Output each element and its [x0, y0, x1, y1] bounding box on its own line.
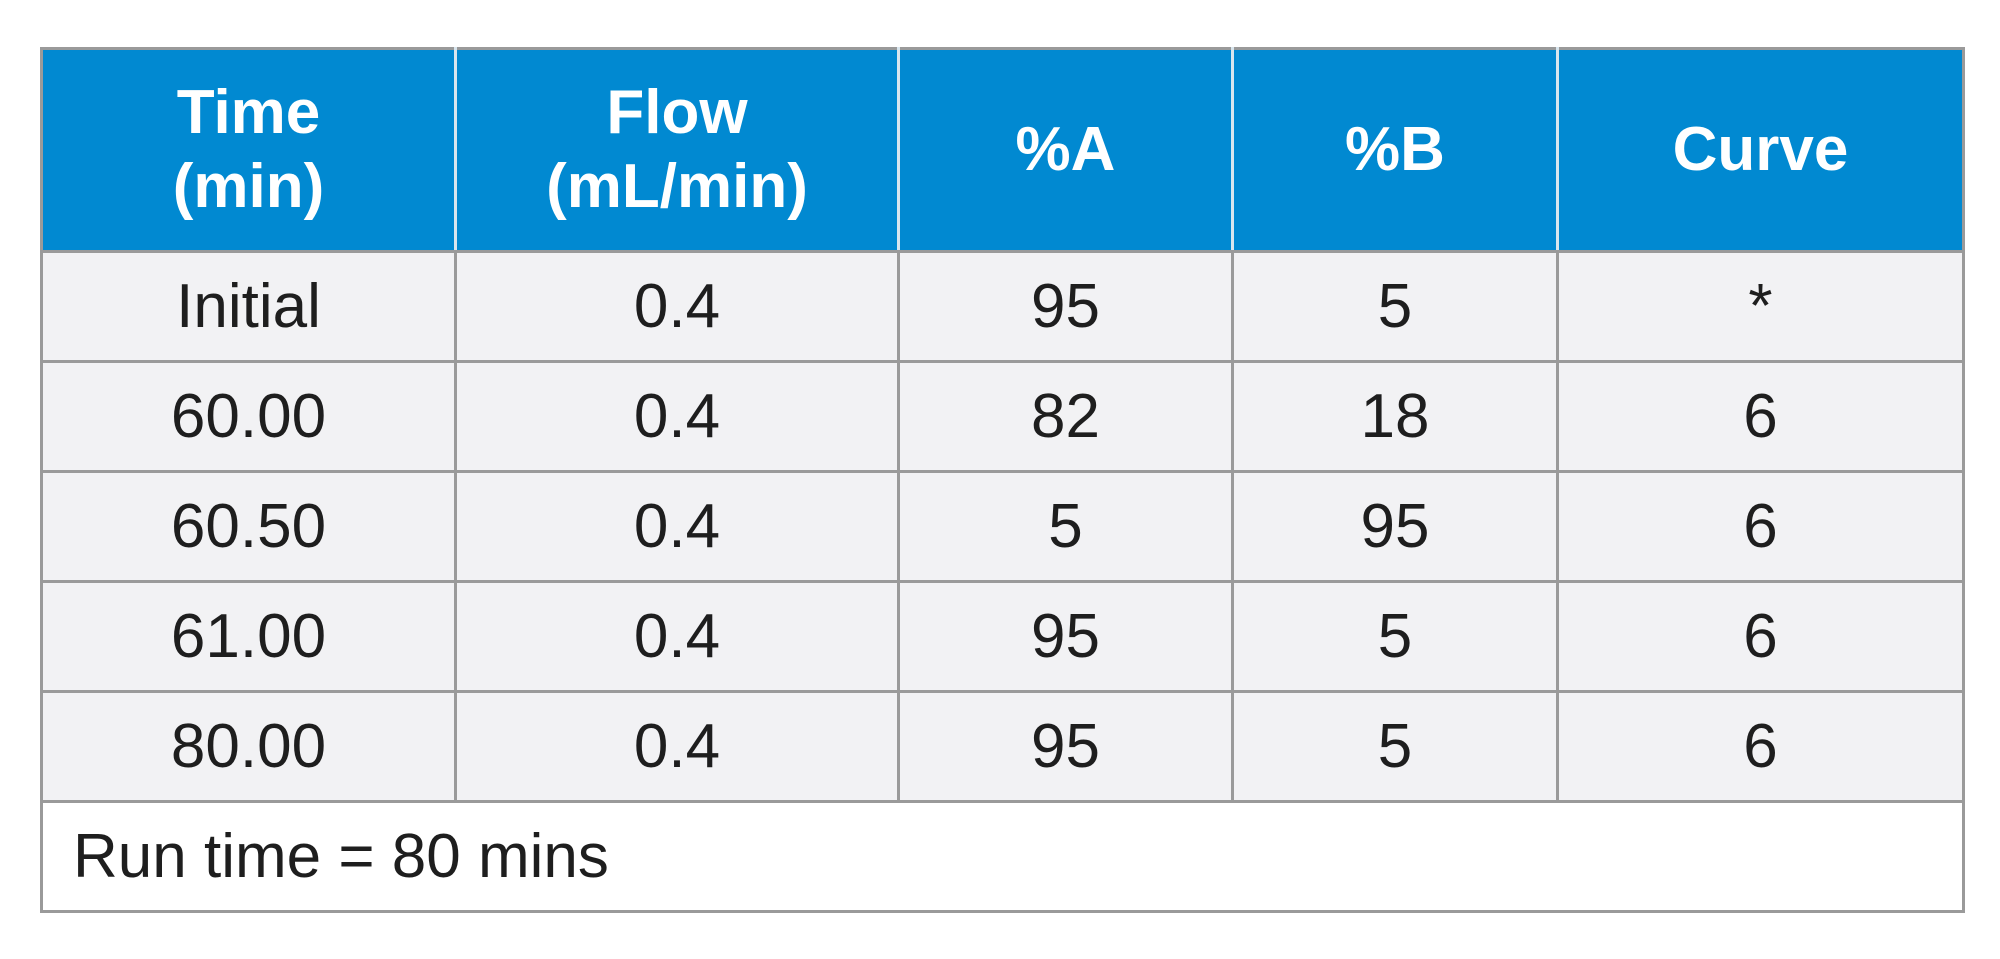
cell-time: 61.00 [40, 580, 457, 693]
cell-time: 60.00 [40, 360, 457, 473]
header-time-line-1: Time [176, 77, 321, 147]
cell-flow: 0.4 [454, 250, 900, 363]
header-percent-b: %B [1231, 47, 1559, 253]
table-row: 80.00 0.4 95 5 6 [40, 690, 1965, 803]
cell-percent-a: 82 [897, 360, 1234, 473]
table-row: 60.00 0.4 82 18 6 [40, 360, 1965, 473]
cell-time: Initial [40, 250, 457, 363]
cell-percent-b: 18 [1231, 360, 1559, 473]
cell-flow: 0.4 [454, 470, 900, 583]
table-footer-row: Run time = 80 mins [40, 800, 1965, 913]
header-flow-line-2: (mL/min) [546, 152, 808, 221]
run-time-note: Run time = 80 mins [40, 800, 1965, 913]
gradient-table-container: Time (min) Flow (mL/min) %A %B Curve [40, 47, 1965, 913]
cell-curve: 6 [1556, 690, 1965, 803]
header-percent-a: %A [897, 47, 1234, 253]
cell-percent-b: 5 [1231, 580, 1559, 693]
header-percent-a-label: %A [1015, 114, 1116, 184]
cell-percent-b: 5 [1231, 250, 1559, 363]
cell-percent-b: 95 [1231, 470, 1559, 583]
header-time: Time (min) [40, 47, 457, 253]
header-flow-line-1: Flow [606, 77, 748, 147]
cell-percent-a: 5 [897, 470, 1234, 583]
header-flow: Flow (mL/min) [454, 47, 900, 253]
header-percent-b-label: %B [1345, 114, 1445, 184]
table-row: 60.50 0.4 5 95 6 [40, 470, 1965, 583]
cell-time: 80.00 [40, 690, 457, 803]
cell-time: 60.50 [40, 470, 457, 583]
cell-flow: 0.4 [454, 690, 900, 803]
header-curve: Curve [1556, 47, 1965, 253]
table-row: 61.00 0.4 95 5 6 [40, 580, 1965, 693]
cell-curve: 6 [1556, 360, 1965, 473]
cell-flow: 0.4 [454, 580, 900, 693]
cell-percent-a: 95 [897, 250, 1234, 363]
gradient-table: Time (min) Flow (mL/min) %A %B Curve [40, 47, 1965, 913]
cell-flow: 0.4 [454, 360, 900, 473]
cell-percent-b: 5 [1231, 690, 1559, 803]
table-header-row: Time (min) Flow (mL/min) %A %B Curve [40, 47, 1965, 253]
cell-percent-a: 95 [897, 580, 1234, 693]
header-curve-label: Curve [1672, 114, 1849, 184]
cell-percent-a: 95 [897, 690, 1234, 803]
cell-curve: * [1556, 250, 1965, 363]
table-row: Initial 0.4 95 5 * [40, 250, 1965, 363]
cell-curve: 6 [1556, 470, 1965, 583]
header-time-line-2: (min) [172, 152, 325, 221]
cell-curve: 6 [1556, 580, 1965, 693]
